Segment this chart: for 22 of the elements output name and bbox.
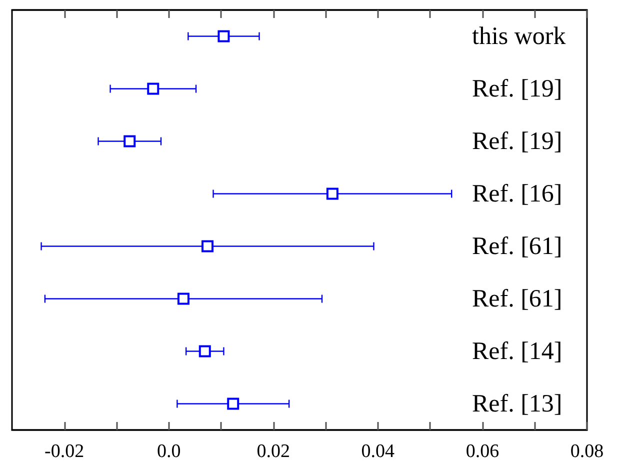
point <box>147 82 160 95</box>
y-tick-label: Ref. [19] <box>472 75 562 102</box>
point <box>177 292 190 305</box>
y-tick-label: Ref. [14] <box>472 338 562 365</box>
x-tick-label: 0.06 <box>466 441 500 461</box>
x-tick-label: 0.04 <box>361 441 396 461</box>
point <box>326 188 338 200</box>
point <box>218 30 230 42</box>
point <box>202 240 214 252</box>
y-tick-label: Ref. [19] <box>472 128 562 155</box>
point <box>124 135 136 148</box>
x-tick-label: 0.08 <box>570 441 604 461</box>
y-tick-label: this work <box>472 22 566 50</box>
y-tick-label: Ref. [16] <box>472 180 562 208</box>
y-tick-label: Ref. [61] <box>472 285 562 312</box>
x-tick-label: 0.02 <box>256 441 290 461</box>
x-tick-label: -0.02 <box>44 441 84 461</box>
x-tick-label: 0.0 <box>156 441 181 461</box>
y-tick-label: Ref. [61] <box>472 232 562 260</box>
point <box>198 345 211 358</box>
y-tick-label: Ref. [13] <box>472 390 562 418</box>
point <box>227 398 240 410</box>
